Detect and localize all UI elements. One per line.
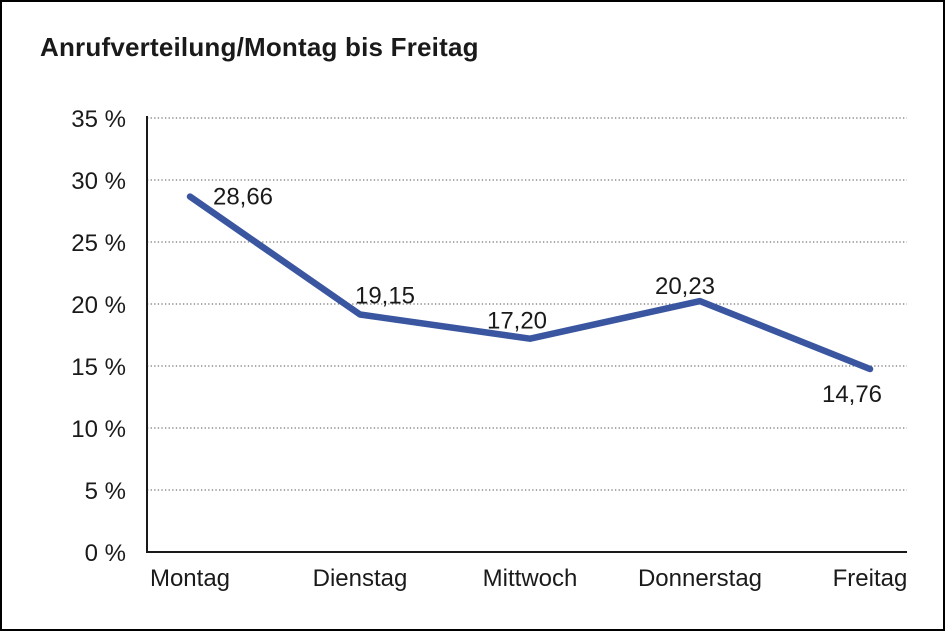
y-tick-label: 30 %	[71, 168, 126, 195]
value-label: 14,76	[822, 381, 882, 408]
value-label: 28,66	[213, 184, 273, 211]
y-tick-label: 25 %	[71, 230, 126, 257]
value-label: 17,20	[487, 308, 547, 335]
y-tick-label: 20 %	[71, 292, 126, 319]
y-tick-label: 5 %	[85, 478, 126, 505]
chart-title: Anrufverteilung/Montag bis Freitag	[40, 32, 479, 62]
data-line	[186, 193, 874, 373]
x-category-label: Donnerstag	[638, 565, 762, 592]
x-category-label: Montag	[150, 565, 230, 592]
y-tick-label: 0 %	[85, 540, 126, 567]
y-tick-label: 35 %	[71, 106, 126, 133]
x-category-label: Freitag	[833, 565, 908, 592]
y-tick-label: 10 %	[71, 416, 126, 443]
x-category-label: Mittwoch	[483, 565, 578, 592]
value-label: 19,15	[355, 283, 415, 310]
x-category-label: Dienstag	[313, 565, 408, 592]
value-label: 20,23	[655, 273, 715, 300]
y-tick-label: 15 %	[71, 354, 126, 381]
